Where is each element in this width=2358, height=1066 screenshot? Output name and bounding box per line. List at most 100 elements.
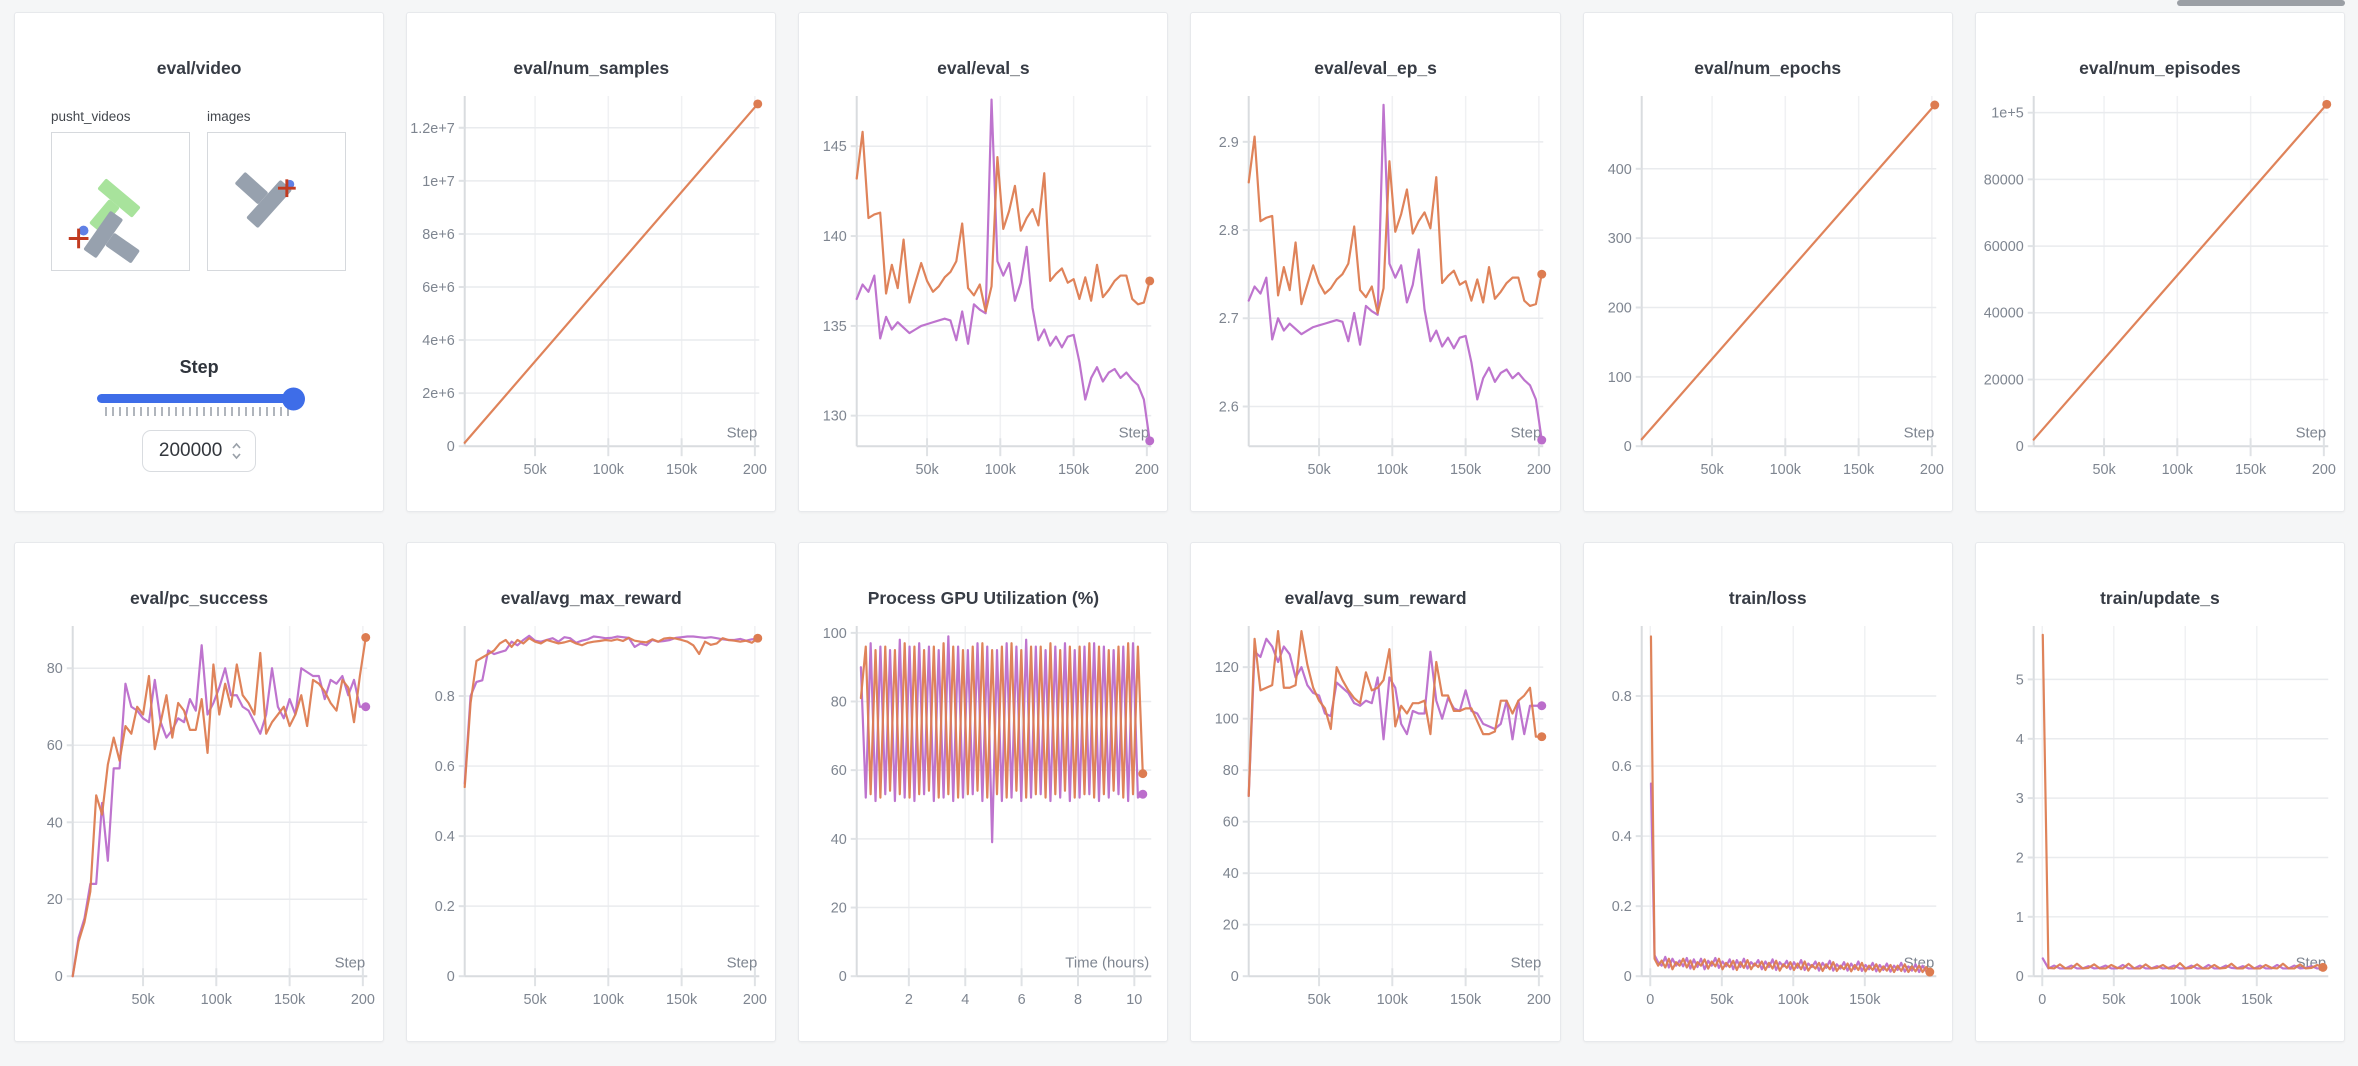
svg-text:0.6: 0.6	[1611, 759, 1631, 775]
svg-text:100k: 100k	[2161, 462, 2193, 478]
panel-title: eval/eval_ep_s	[1314, 58, 1437, 78]
panel-chart-avg-max-reward[interactable]: eval/avg_max_reward 0 0.2 0.4 0.6 0.8 50k 100k…	[406, 542, 777, 1042]
svg-text:40: 40	[831, 832, 847, 848]
svg-text:200: 200	[351, 992, 375, 1008]
panel-chart-eval-ep-s[interactable]: eval/eval_ep_s 2.6 2.7 2.8 2.9 50k 100k 150k 20…	[1190, 12, 1561, 512]
chart-canvas: 0 20000 40000 60000 80000 1e+5 50k 100k 150k 200 S…	[1984, 95, 2336, 478]
svg-text:80: 80	[47, 661, 63, 677]
svg-text:0: 0	[839, 969, 847, 985]
svg-text:20000: 20000	[1984, 373, 2024, 389]
svg-text:2.6: 2.6	[1219, 399, 1239, 415]
step-slider-track[interactable]	[97, 394, 302, 403]
svg-text:50k: 50k	[131, 992, 155, 1008]
chart-canvas: 0 100 200 300 400 50k 100k 150k 200 Step	[1607, 95, 1944, 478]
svg-text:50k: 50k	[916, 462, 940, 478]
svg-text:200: 200	[1527, 992, 1551, 1008]
chart-canvas: 0 2e+6 4e+6 6e+6 8e+6 1e+7 1.2e+7 50k 100k 150k 20…	[410, 95, 767, 478]
panel-chart-num-episodes[interactable]: eval/num_episodes 0 20000 40000 60000 80000 1…	[1974, 12, 2345, 512]
thumbnail-row	[51, 132, 383, 271]
panel-title: eval/avg_sum_reward	[1284, 588, 1467, 608]
svg-text:150k: 150k	[274, 992, 306, 1008]
svg-text:80: 80	[831, 694, 847, 710]
images-thumbnail[interactable]	[207, 132, 346, 271]
svg-text:100k: 100k	[201, 992, 233, 1008]
svg-text:100k: 100k	[1377, 462, 1409, 478]
panel-chart-gpu-utilization[interactable]: Process GPU Utilization (%) 0 20 40 60 80 100…	[798, 542, 1169, 1042]
svg-text:0: 0	[2038, 992, 2046, 1008]
panel-title: eval/avg_max_reward	[500, 588, 682, 608]
svg-text:5: 5	[2016, 672, 2024, 688]
svg-text:130: 130	[823, 409, 847, 425]
svg-text:150k: 150k	[666, 462, 698, 478]
videos-label: pusht_videos	[51, 109, 131, 124]
svg-text:50k: 50k	[1710, 992, 1734, 1008]
panel-title: eval/video	[156, 58, 242, 78]
horizontal-scrollbar-thumb[interactable]	[2177, 0, 2345, 6]
svg-text:0: 0	[55, 969, 63, 985]
svg-text:60000: 60000	[1984, 239, 2024, 255]
step-input-box[interactable]	[142, 430, 257, 472]
panel-chart-num-samples[interactable]: eval/num_samples 0 2e+6 4e+6 6e+6 8e+6 1e+7 1.…	[406, 12, 777, 512]
svg-text:150k: 150k	[2241, 992, 2273, 1008]
chart-canvas: 0 20 40 60 80 100 2 4 6 8 10 Time (hours)	[823, 626, 1152, 1008]
svg-text:200: 200	[743, 462, 767, 478]
svg-text:2: 2	[905, 992, 913, 1008]
svg-text:Step: Step	[1119, 424, 1150, 441]
svg-text:50k: 50k	[1308, 992, 1332, 1008]
svg-text:1e+5: 1e+5	[1991, 106, 2023, 122]
svg-text:0.8: 0.8	[1611, 689, 1631, 705]
svg-text:Step: Step	[335, 954, 366, 971]
step-slider-thumb[interactable]	[282, 387, 306, 410]
stepper-chevrons-icon[interactable]	[231, 439, 242, 463]
svg-text:0.4: 0.4	[1611, 829, 1631, 845]
svg-text:100k: 100k	[985, 462, 1017, 478]
svg-text:Time (hours): Time (hours)	[1066, 954, 1150, 971]
svg-text:50k: 50k	[2092, 462, 2116, 478]
step-slider-ruler	[105, 407, 294, 416]
svg-text:150k: 150k	[666, 992, 698, 1008]
panel-chart-train-update-s[interactable]: train/update_s 0 1 2 3 4 5 0 50k 100k 150k Step	[1974, 542, 2345, 1042]
svg-text:50k: 50k	[2102, 992, 2126, 1008]
svg-text:40000: 40000	[1984, 306, 2024, 322]
svg-text:0: 0	[2016, 969, 2024, 985]
pusht-video-render	[68, 178, 141, 263]
svg-text:150k: 150k	[2235, 462, 2267, 478]
svg-text:135: 135	[823, 319, 847, 335]
svg-text:0.8: 0.8	[435, 689, 455, 705]
svg-text:20: 20	[47, 892, 63, 908]
panel-chart-num-epochs[interactable]: eval/num_epochs 0 100 200 300 400 50k 100k 150k…	[1582, 12, 1953, 512]
svg-text:Step: Step	[1511, 954, 1542, 971]
panel-chart-pc-success[interactable]: eval/pc_success 0 20 40 60 80 50k 100k 150k 200 S…	[14, 542, 385, 1042]
panel-title: eval/pc_success	[129, 588, 269, 608]
svg-text:8e+6: 8e+6	[422, 227, 454, 243]
svg-text:2e+6: 2e+6	[422, 386, 454, 402]
panel-eval-video[interactable]: eval/video pusht_videos images	[14, 12, 385, 512]
svg-text:0: 0	[1623, 969, 1631, 985]
step-slider[interactable]	[97, 387, 306, 410]
svg-text:2.8: 2.8	[1219, 223, 1239, 239]
svg-text:100: 100	[1607, 370, 1631, 386]
svg-text:100k: 100k	[1769, 462, 1801, 478]
svg-text:150k: 150k	[1450, 992, 1482, 1008]
chart-canvas: 2.6 2.7 2.8 2.9 50k 100k 150k 200 Step	[1219, 95, 1551, 478]
svg-text:4: 4	[962, 992, 970, 1008]
svg-text:20: 20	[1223, 918, 1239, 934]
pusht-video-thumbnail[interactable]	[51, 132, 190, 271]
step-input[interactable]	[156, 440, 225, 462]
panel-chart-eval-s[interactable]: eval/eval_s 130 135 140 145 50k 100k 150k 200 St…	[798, 12, 1169, 512]
svg-text:400: 400	[1607, 162, 1631, 178]
svg-text:50k: 50k	[1700, 462, 1724, 478]
svg-text:100k: 100k	[1377, 992, 1409, 1008]
svg-text:200: 200	[1527, 462, 1551, 478]
panel-chart-avg-sum-reward[interactable]: eval/avg_sum_reward 0 20 40 60 80 100 120 50k 10…	[1190, 542, 1561, 1042]
svg-text:0.4: 0.4	[435, 829, 455, 845]
goal-cross-icon	[277, 179, 296, 198]
svg-text:100k: 100k	[2169, 992, 2201, 1008]
svg-text:100: 100	[823, 626, 847, 642]
svg-text:100: 100	[1215, 712, 1239, 728]
svg-text:Step: Step	[1903, 424, 1934, 441]
panel-chart-train-loss[interactable]: train/loss 0 0.2 0.4 0.6 0.8 0 50k 100k 150k Step	[1582, 542, 1953, 1042]
